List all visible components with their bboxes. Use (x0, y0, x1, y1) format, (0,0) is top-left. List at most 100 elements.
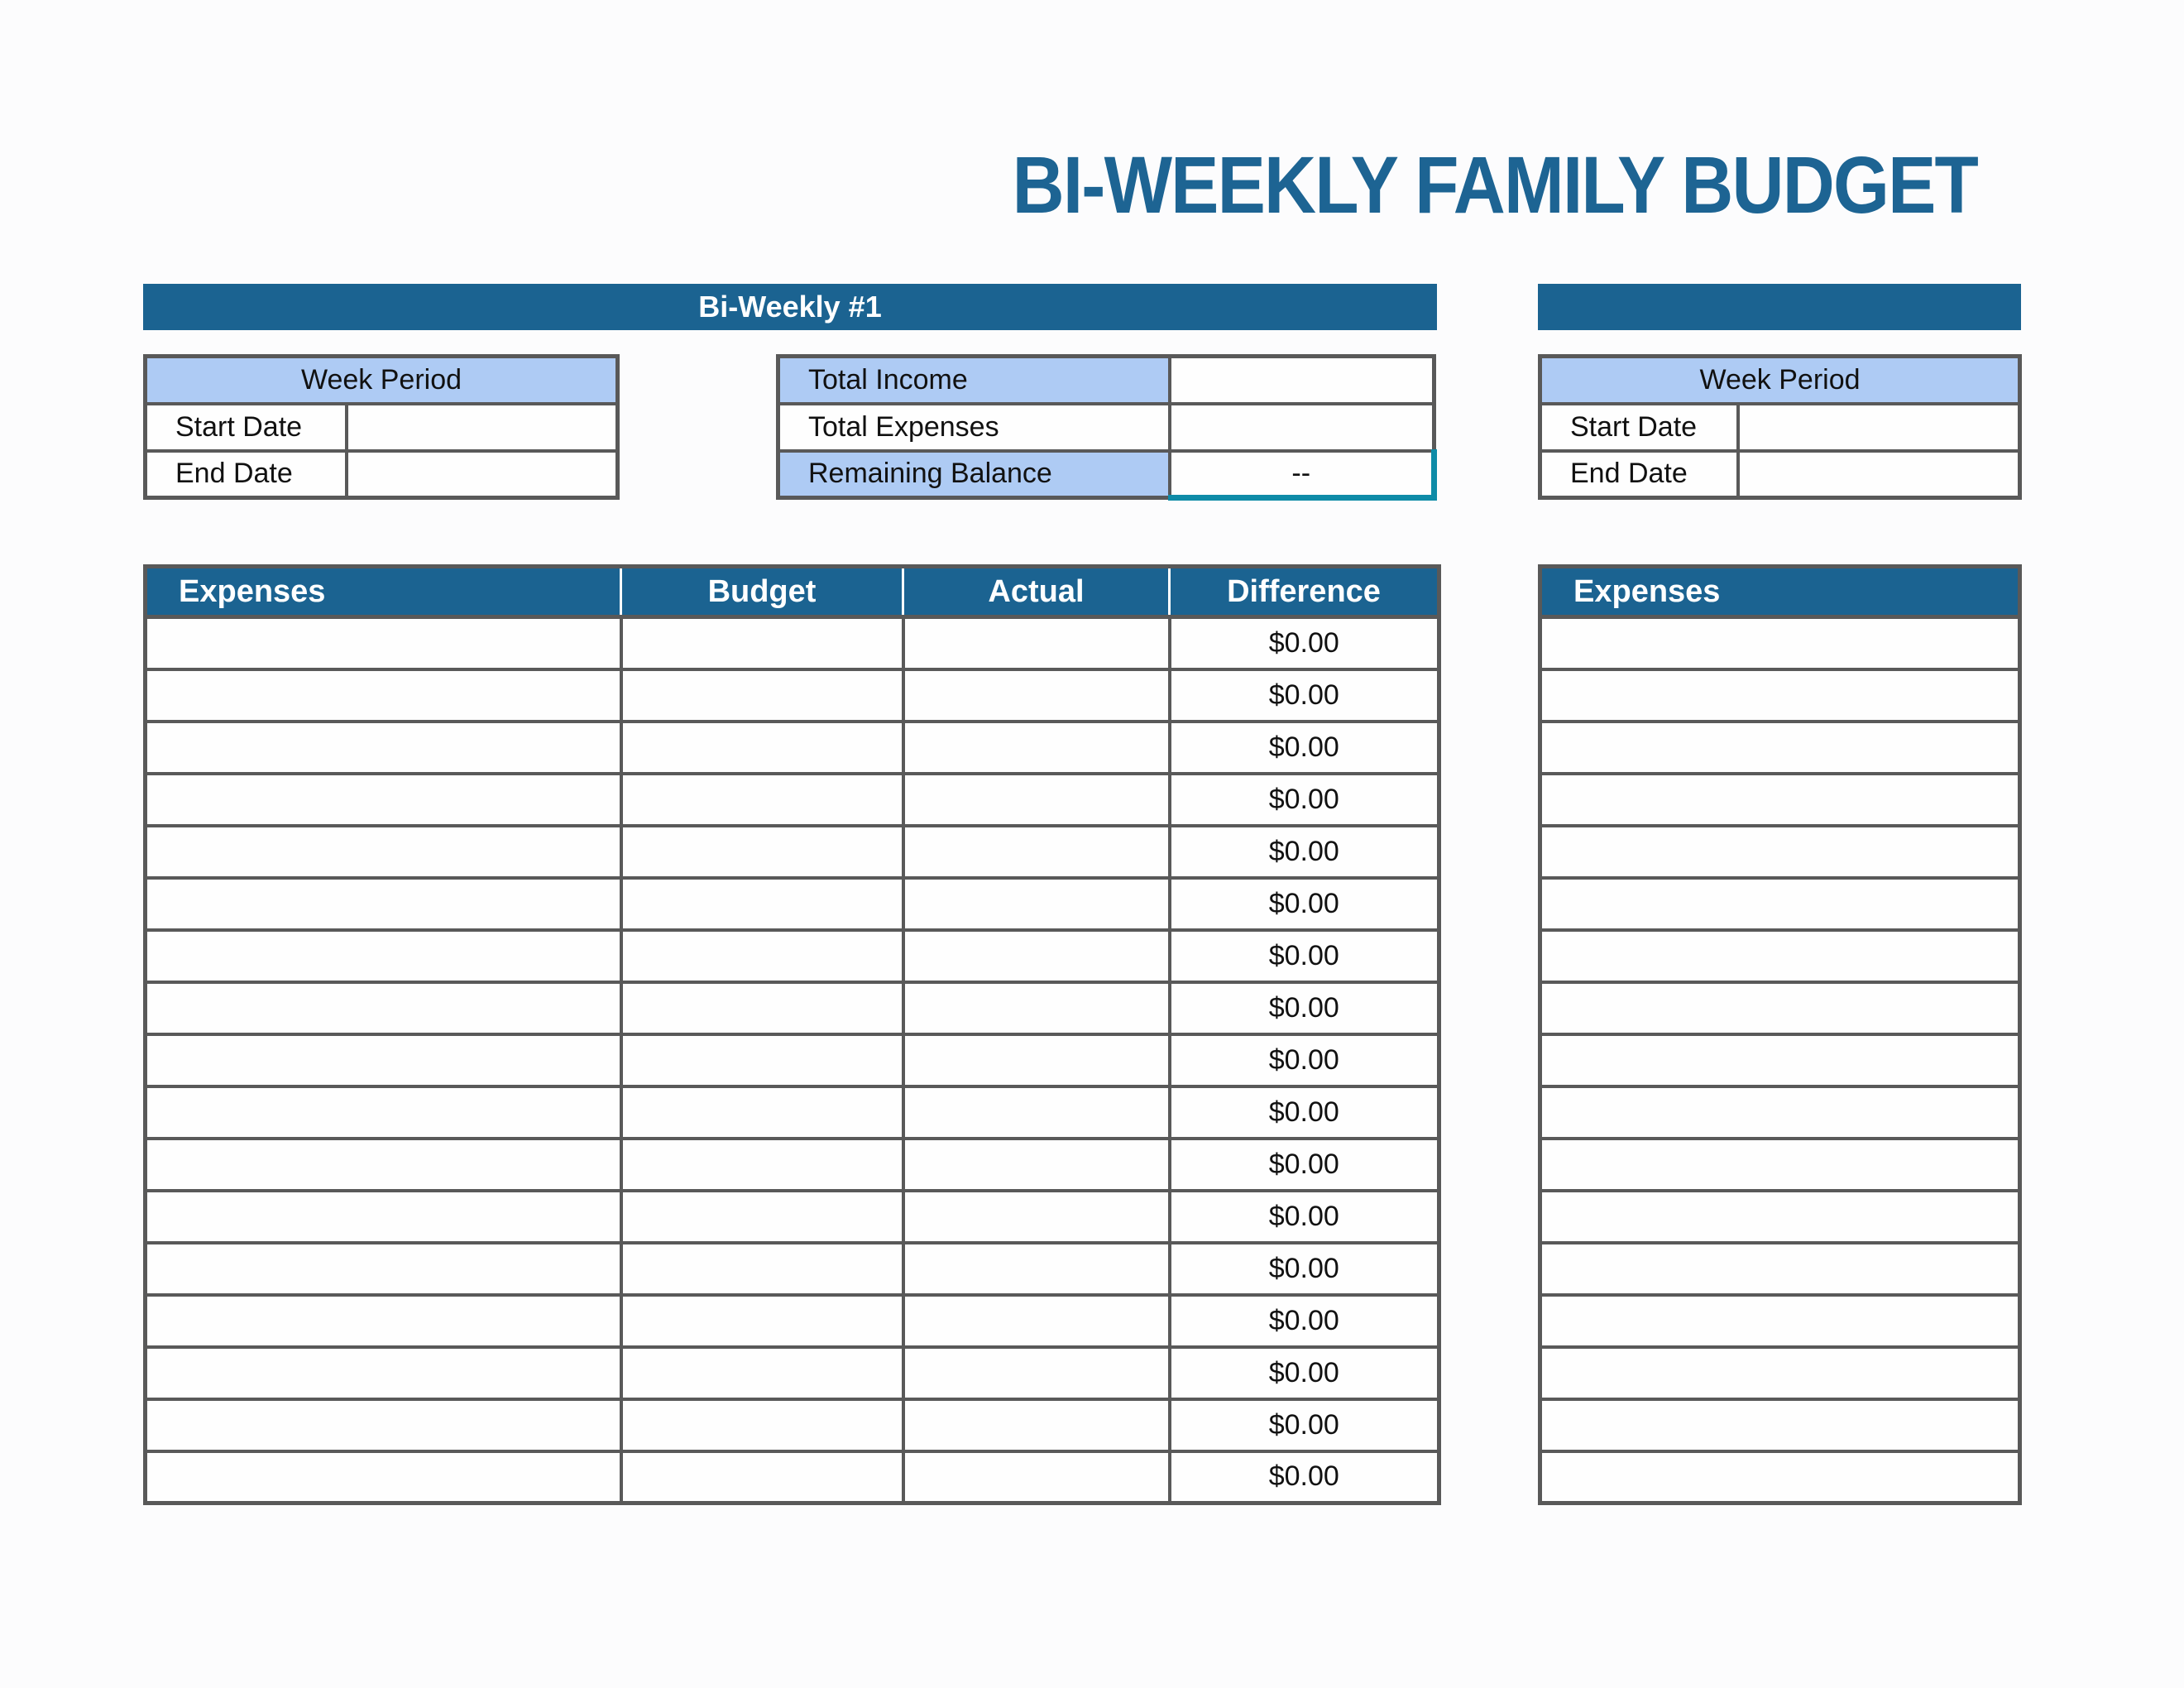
expense-name-cell[interactable] (1538, 928, 2022, 984)
end-date-value-cell[interactable] (344, 448, 620, 500)
expense-name-cell[interactable] (1538, 1032, 2022, 1088)
expense-name-cell[interactable] (143, 1397, 623, 1453)
remaining-balance-label: Remaining Balance (776, 448, 1171, 500)
expense-name-cell[interactable] (1538, 980, 2022, 1036)
actual-value-cell[interactable] (901, 719, 1171, 775)
budget-value-cell[interactable] (619, 1136, 905, 1192)
actual-value-cell[interactable] (901, 615, 1171, 671)
actual-value-cell[interactable] (901, 1240, 1171, 1297)
difference-value-cell[interactable]: $0.00 (1167, 823, 1441, 880)
budget-value-cell[interactable] (619, 1084, 905, 1140)
difference-value-cell[interactable]: $0.00 (1167, 771, 1441, 827)
difference-value-cell[interactable]: $0.00 (1167, 719, 1441, 775)
budget-value-cell[interactable] (619, 875, 905, 932)
table-row: End Date (143, 448, 620, 500)
expense-name-cell[interactable] (1538, 1345, 2022, 1401)
budget-value-cell[interactable] (619, 1032, 905, 1088)
expense-name-cell[interactable] (1538, 1084, 2022, 1140)
difference-value-cell[interactable]: $0.00 (1167, 1397, 1441, 1453)
difference-value-cell[interactable]: $0.00 (1167, 667, 1441, 723)
actual-value-cell[interactable] (901, 928, 1171, 984)
remaining-balance-value-cell[interactable]: -- (1167, 448, 1437, 501)
actual-column-header: Actual (902, 565, 1171, 619)
budget-value-cell[interactable] (619, 1240, 905, 1297)
expense-row (1538, 823, 2022, 880)
expense-name-cell[interactable] (1538, 1136, 2022, 1192)
budget-value-cell[interactable] (619, 1345, 905, 1401)
actual-value-cell[interactable] (901, 1188, 1171, 1244)
difference-value-cell[interactable]: $0.00 (1167, 1188, 1441, 1244)
expense-name-cell[interactable] (143, 980, 623, 1036)
actual-value-cell[interactable] (901, 1449, 1171, 1505)
expense-name-cell[interactable] (143, 615, 623, 671)
difference-value-cell[interactable]: $0.00 (1167, 928, 1441, 984)
actual-value-cell[interactable] (901, 1032, 1171, 1088)
difference-value-cell[interactable]: $0.00 (1167, 980, 1441, 1036)
expense-name-cell[interactable] (143, 875, 623, 932)
expense-name-cell[interactable] (1538, 719, 2022, 775)
budget-value-cell[interactable] (619, 771, 905, 827)
difference-value-cell[interactable]: $0.00 (1167, 1032, 1441, 1088)
expense-name-cell[interactable] (143, 667, 623, 723)
expense-name-cell[interactable] (143, 771, 623, 827)
table-row: Start Date (1538, 401, 2022, 453)
expense-name-cell[interactable] (1538, 771, 2022, 827)
end-date-value-cell[interactable] (1736, 448, 2022, 500)
expense-name-cell[interactable] (1538, 1240, 2022, 1297)
expense-name-cell[interactable] (1538, 1397, 2022, 1453)
actual-value-cell[interactable] (901, 1136, 1171, 1192)
actual-value-cell[interactable] (901, 1292, 1171, 1349)
expense-name-cell[interactable] (1538, 1292, 2022, 1349)
expense-name-cell[interactable] (1538, 875, 2022, 932)
expense-name-cell[interactable] (143, 1449, 623, 1505)
expense-name-cell[interactable] (1538, 1449, 2022, 1505)
total-expenses-value-cell[interactable] (1167, 401, 1436, 453)
total-income-value-cell[interactable] (1167, 354, 1436, 405)
budget-value-cell[interactable] (619, 1449, 905, 1505)
actual-value-cell[interactable] (901, 667, 1171, 723)
actual-value-cell[interactable] (901, 875, 1171, 932)
expense-name-cell[interactable] (1538, 1188, 2022, 1244)
expense-row (1538, 928, 2022, 984)
expense-name-cell[interactable] (143, 1084, 623, 1140)
expense-name-cell[interactable] (1538, 615, 2022, 671)
expense-name-cell[interactable] (143, 928, 623, 984)
budget-value-cell[interactable] (619, 1292, 905, 1349)
actual-value-cell[interactable] (901, 823, 1171, 880)
expense-name-cell[interactable] (143, 1136, 623, 1192)
budget-value-cell[interactable] (619, 1188, 905, 1244)
start-date-value-cell[interactable] (344, 401, 620, 453)
difference-value-cell[interactable]: $0.00 (1167, 1449, 1441, 1505)
budget-value-cell[interactable] (619, 928, 905, 984)
difference-value-cell[interactable]: $0.00 (1167, 615, 1441, 671)
expense-name-cell[interactable] (1538, 823, 2022, 880)
expense-name-cell[interactable] (143, 1345, 623, 1401)
actual-value-cell[interactable] (901, 1345, 1171, 1401)
difference-value-cell[interactable]: $0.00 (1167, 875, 1441, 932)
expense-name-cell[interactable] (143, 823, 623, 880)
actual-value-cell[interactable] (901, 980, 1171, 1036)
actual-value-cell[interactable] (901, 771, 1171, 827)
start-date-value-cell[interactable] (1736, 401, 2022, 453)
actual-value-cell[interactable] (901, 1397, 1171, 1453)
expense-name-cell[interactable] (143, 1292, 623, 1349)
budget-value-cell[interactable] (619, 667, 905, 723)
difference-value-cell[interactable]: $0.00 (1167, 1240, 1441, 1297)
expense-name-cell[interactable] (143, 1032, 623, 1088)
difference-value-cell[interactable]: $0.00 (1167, 1345, 1441, 1401)
budget-value-cell[interactable] (619, 823, 905, 880)
expense-name-cell[interactable] (143, 1240, 623, 1297)
difference-value-cell[interactable]: $0.00 (1167, 1136, 1441, 1192)
expense-row (1538, 980, 2022, 1036)
actual-value-cell[interactable] (901, 1084, 1171, 1140)
budget-value-cell[interactable] (619, 980, 905, 1036)
expense-name-cell[interactable] (143, 719, 623, 775)
expense-row: $0.00 (143, 1397, 1441, 1453)
expense-name-cell[interactable] (143, 1188, 623, 1244)
expense-name-cell[interactable] (1538, 667, 2022, 723)
budget-value-cell[interactable] (619, 719, 905, 775)
difference-value-cell[interactable]: $0.00 (1167, 1084, 1441, 1140)
budget-value-cell[interactable] (619, 615, 905, 671)
difference-value-cell[interactable]: $0.00 (1167, 1292, 1441, 1349)
budget-value-cell[interactable] (619, 1397, 905, 1453)
